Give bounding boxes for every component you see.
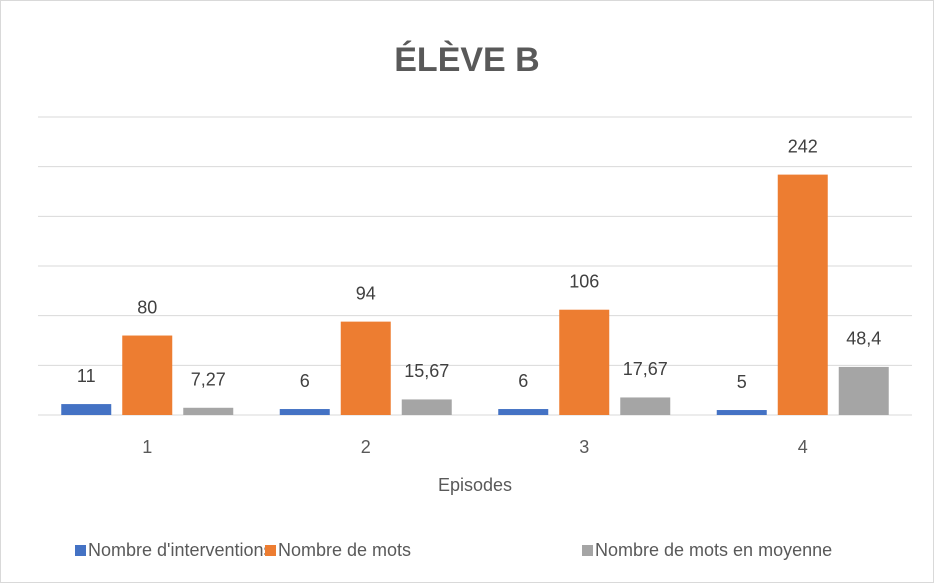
data-label: 17,67 — [623, 359, 668, 379]
legend-label: Nombre d'interventions — [88, 540, 273, 560]
legend-swatch — [75, 545, 86, 556]
x-tick-label: 4 — [798, 437, 808, 457]
bar — [838, 366, 889, 415]
legend-label: Nombre de mots en moyenne — [595, 540, 832, 560]
data-label: 242 — [788, 136, 818, 156]
bar — [401, 399, 452, 415]
data-label: 5 — [737, 372, 747, 392]
legend-swatch — [265, 545, 276, 556]
data-label: 80 — [137, 297, 157, 317]
bar — [61, 404, 112, 415]
data-label: 48,4 — [846, 329, 881, 349]
bar — [620, 397, 671, 415]
data-label: 94 — [356, 283, 376, 303]
bar — [559, 309, 610, 415]
x-tick-label: 2 — [361, 437, 371, 457]
legend-swatch — [582, 545, 593, 556]
x-tick-label: 3 — [579, 437, 589, 457]
bar — [183, 407, 234, 415]
x-axis-label: Episodes — [438, 475, 512, 495]
data-label: 7,27 — [191, 370, 226, 390]
chart-title: ÉLÈVE B — [394, 41, 539, 79]
data-label: 6 — [518, 371, 528, 391]
data-label: 6 — [300, 371, 310, 391]
bar — [777, 174, 828, 415]
bar — [716, 410, 767, 415]
data-label: 15,67 — [404, 361, 449, 381]
data-label: 106 — [569, 271, 599, 291]
legend-label: Nombre de mots — [278, 540, 411, 560]
bar — [279, 409, 330, 415]
bar — [340, 321, 391, 415]
bar — [122, 335, 173, 415]
data-label: 11 — [77, 366, 96, 386]
x-tick-label: 1 — [142, 437, 152, 457]
bar — [498, 409, 549, 415]
